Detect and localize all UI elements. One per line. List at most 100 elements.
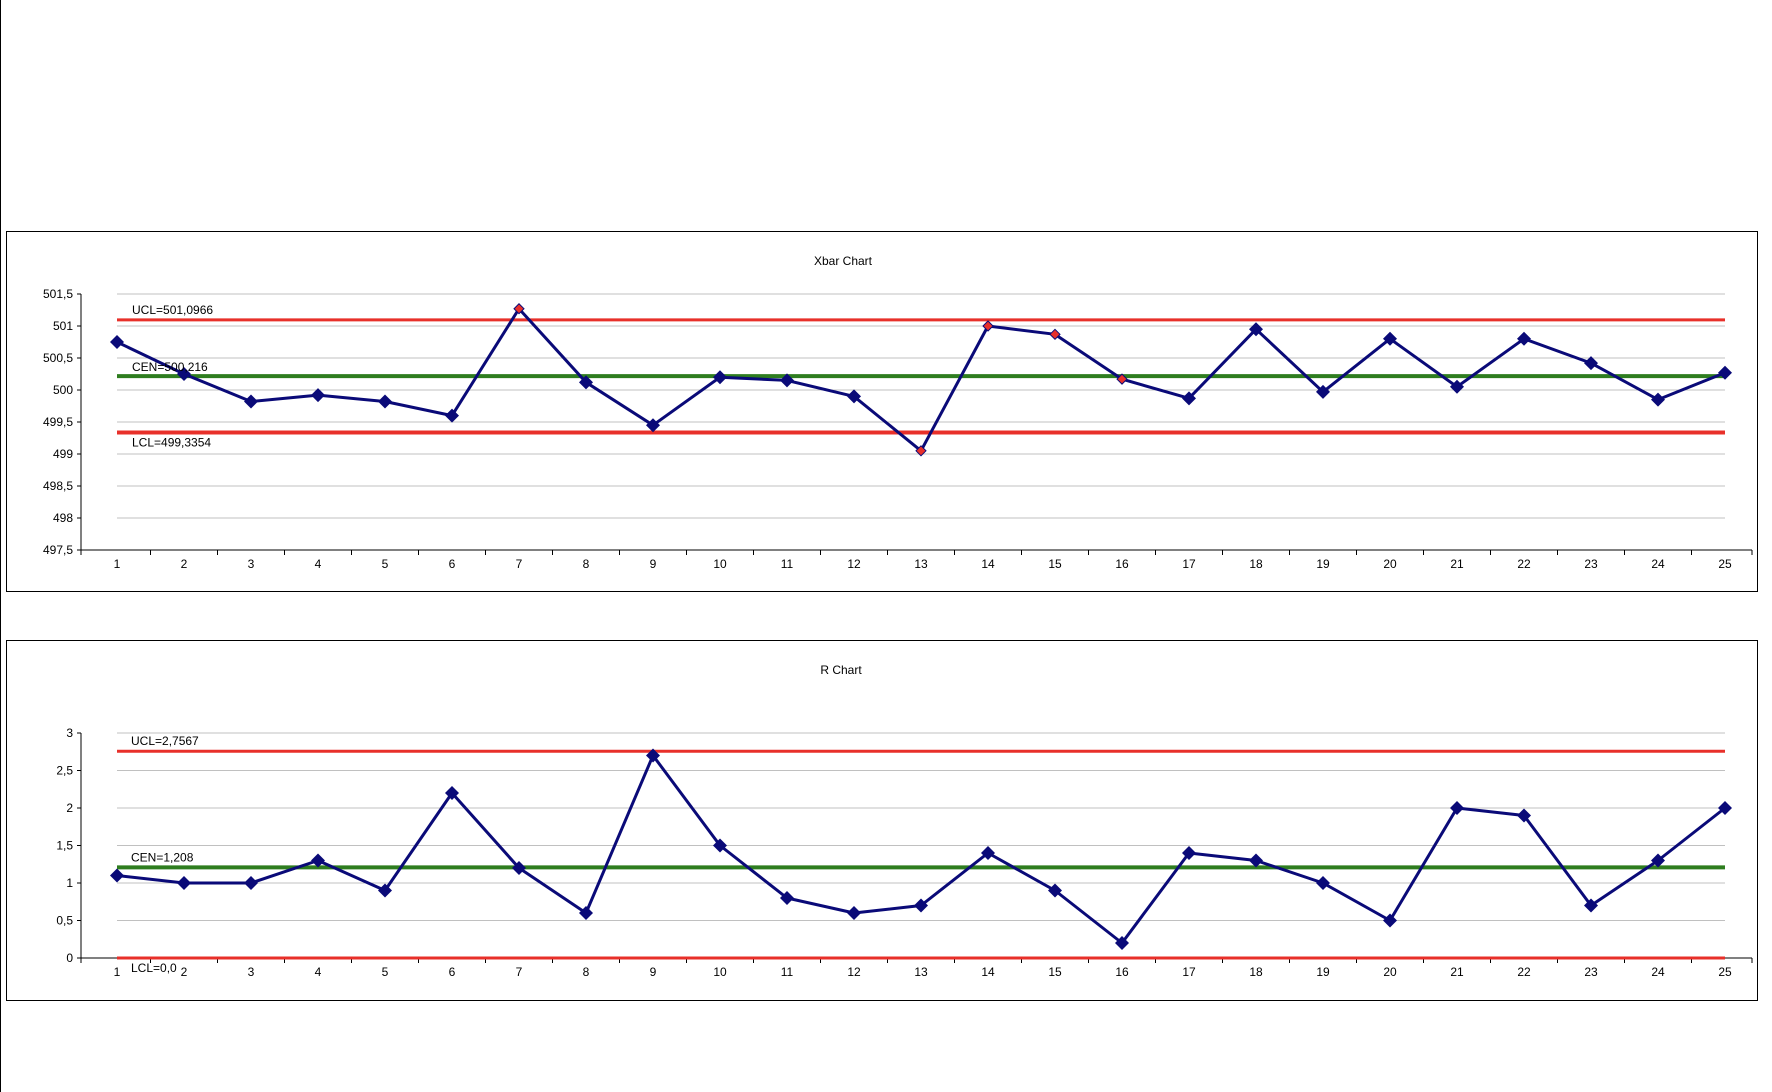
xbar-point [1049,328,1061,341]
r-y-tick-label: 1 [66,876,73,890]
xbar-point [445,408,459,423]
xbar-lcl-label: LCL=499,3354 [132,436,211,450]
r-x-tick-label: 4 [315,965,322,979]
xbar-x-tick-label: 16 [1115,557,1129,571]
r-point [780,891,794,905]
r-x-tick-label: 18 [1249,965,1263,979]
xbar-point [1249,322,1263,337]
xbar-point [311,388,325,403]
xbar-x-tick-label: 23 [1584,557,1598,571]
r-x-tick-label: 23 [1584,965,1598,979]
r-cen-label: CEN=1,208 [131,850,194,864]
r-x-tick-label: 22 [1517,965,1531,979]
xbar-ucl-label: UCL=501,0966 [132,303,213,317]
xbar-x-tick-label: 19 [1316,557,1330,571]
xbar-point [1450,379,1464,394]
r-point [445,786,459,800]
xbar-x-tick-label: 21 [1450,557,1464,571]
xbar-y-tick-label: 497,5 [43,543,73,557]
r-x-tick-label: 14 [981,965,995,979]
xbar-x-tick-label: 15 [1048,557,1062,571]
xbar-x-tick-label: 10 [713,557,727,571]
r-point [1182,846,1196,860]
r-x-tick-label: 16 [1115,965,1129,979]
xbar-point [1651,392,1665,407]
xbar-chart: Xbar Chart 501,5 501 500,5 500 499,5 499 498,5 4… [43,254,1753,571]
xbar-y-tick-label: 500 [53,383,73,397]
r-x-tick-label: 21 [1450,965,1464,979]
r-point [512,861,526,875]
r-x-tick-label: 10 [713,965,727,979]
r-x-tick-label: 13 [914,965,928,979]
xbar-x-tick-label: 12 [847,557,861,571]
r-point [1718,801,1732,815]
xbar-point [1517,331,1531,346]
r-point [1383,913,1397,928]
xbar-x-tick-label: 1 [114,557,121,571]
r-series-line [116,754,1726,945]
r-x-tick-label: 15 [1048,965,1062,979]
xbar-y-tick-label: 499,5 [43,415,73,429]
r-x-tick-label: 9 [650,965,657,979]
r-y-tick-label: 0 [66,951,73,965]
xbar-chart-panel: Xbar Chart 501,5 501 500,5 500 499,5 499 498,5 4… [6,231,1758,592]
xbar-y-tick-label: 501,5 [43,287,73,301]
xbar-x-tick-label: 7 [516,557,523,571]
r-x-tick-label: 7 [516,965,523,979]
r-point [579,906,593,920]
xbar-y-tick-label: 499 [53,447,73,461]
r-chart-panel: R Chart 3 2,5 2 1,5 1 0,5 0 1 2 3 4 5 6 7 8 9 10 11 12 13 14 1… [6,640,1758,1001]
xbar-title: Xbar Chart [814,254,873,268]
r-point [244,876,258,890]
r-x-tick-label: 24 [1651,965,1665,979]
xbar-point [915,445,927,457]
r-point [646,748,660,763]
r-point [1048,883,1062,898]
r-x-tick-label: 17 [1182,965,1196,979]
xbar-x-tick-label: 20 [1383,557,1397,571]
xbar-cen-label: CEN=500,216 [132,360,208,374]
xbar-point [646,418,660,433]
xbar-point [579,375,593,390]
r-title: R Chart [820,663,862,677]
r-point [1584,898,1598,913]
xbar-point [780,373,794,388]
xbar-point [982,320,994,332]
r-point [311,853,325,868]
xbar-point [713,370,727,385]
r-point [1450,801,1464,815]
r-point [1316,876,1330,890]
r-x-tick-label: 6 [449,965,456,979]
r-x-tick-label: 8 [583,965,590,979]
r-point [1517,808,1531,823]
r-point [1249,853,1263,868]
xbar-y-tick-label: 498 [53,511,73,525]
xbar-y-tick-label: 500,5 [43,351,73,365]
r-point [1115,936,1129,950]
xbar-point [513,303,525,315]
r-ucl-label: UCL=2,7567 [131,734,199,748]
xbar-x-tick-label: 3 [248,557,255,571]
xbar-point [847,389,861,404]
r-y-tick-label: 2,5 [56,764,73,778]
window-left-edge [0,0,1,1092]
r-y-tick-label: 0,5 [56,914,73,928]
xbar-point [1116,373,1128,385]
xbar-point [1316,384,1330,399]
xbar-point [1718,365,1732,380]
r-x-tick-label: 20 [1383,965,1397,979]
r-x-tick-label: 25 [1718,965,1732,979]
xbar-x-tick-label: 18 [1249,557,1263,571]
xbar-x-tick-label: 4 [315,557,322,571]
xbar-x-tick-label: 22 [1517,557,1531,571]
r-y-tick-label: 2 [66,801,73,815]
xbar-point [1383,331,1397,346]
xbar-point [1584,356,1598,371]
r-x-tick-label: 2 [181,965,188,979]
r-point [110,868,124,883]
xbar-point [1182,391,1196,406]
xbar-x-tick-label: 14 [981,557,995,571]
xbar-x-tick-label: 25 [1718,557,1732,571]
xbar-x-tick-label: 17 [1182,557,1196,571]
